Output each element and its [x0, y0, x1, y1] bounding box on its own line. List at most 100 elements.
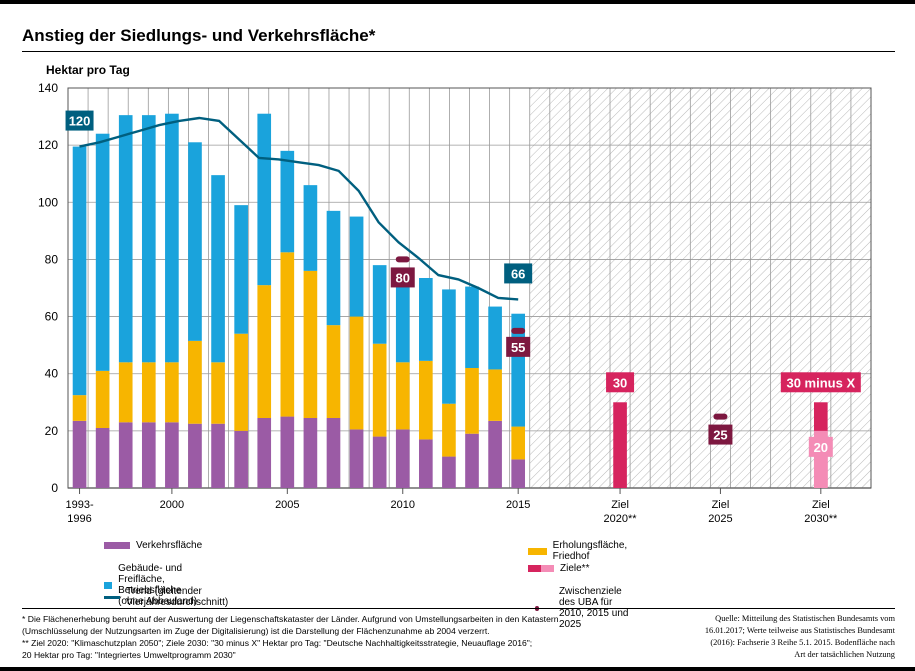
uba-marker	[395, 256, 410, 263]
bar-erholung	[395, 362, 410, 430]
bar-erholung	[326, 325, 341, 418]
footnote-line: 20 Hektar pro Tag: "Integriertes Umweltp…	[22, 650, 236, 660]
bar-erholung	[165, 362, 179, 423]
bar-verkehr	[234, 430, 248, 488]
bar-verkehr	[72, 420, 87, 488]
uba-label: 55	[511, 340, 525, 355]
y-tick-label: 40	[45, 367, 59, 381]
bar-erholung	[72, 395, 87, 421]
uba-label-box	[708, 424, 733, 445]
bar-gebaeude	[442, 289, 456, 404]
source-line: Art der tatsächlichen Nutzung	[794, 650, 895, 659]
bar-erholung	[257, 285, 272, 418]
bar-gebaeude	[419, 278, 433, 361]
trend-label: 120	[69, 114, 91, 129]
target-label-box	[780, 372, 861, 393]
source-note: Quelle: Mitteilung des Statistischen Bun…	[635, 613, 895, 661]
bar-verkehr	[488, 420, 502, 488]
bar-verkehr	[280, 416, 295, 488]
legend-label-uba: Zwischenziele des UBA für 2010, 2015 und…	[558, 586, 629, 630]
footnote-line: (Umschlüsselung der Nutzungsarten im Zug…	[22, 626, 490, 636]
source-line: 16.01.2017; Werte teilweise aus Statisti…	[704, 626, 895, 635]
bar-verkehr	[326, 418, 341, 488]
source-line: (2016): Fachserie 3 Reihe 5.1. 2015. Bod…	[710, 638, 895, 647]
footnote-line: ** Ziel 2020: "Klimaschutzplan 2050"; Zi…	[22, 638, 533, 648]
bar-gebaeude	[141, 115, 156, 363]
bar-verkehr	[395, 429, 410, 488]
bar-gebaeude	[72, 146, 87, 396]
legend-swatch-verkehr	[104, 542, 130, 549]
legend-item-trend: Trend (gleitender Vierjahresdurchschnitt…	[104, 586, 238, 608]
bar-gebaeude	[211, 175, 225, 363]
legend-item-verkehr: Verkehrsfläche	[104, 540, 202, 551]
legend-item-gebaeude: Gebäude- und Freifläche, Betriebsfläche …	[104, 563, 199, 607]
bar-erholung	[211, 362, 225, 424]
bar-verkehr	[419, 439, 433, 488]
x-tick-label: 2015	[506, 499, 530, 511]
x-tick-label-line2: 2020**	[604, 513, 638, 525]
uba-label: 80	[396, 270, 410, 285]
bar-verkehr	[141, 422, 156, 488]
x-tick-label: Ziel	[611, 499, 629, 511]
legend-swatch-gebaeude	[104, 581, 113, 589]
bar-gebaeude	[234, 205, 248, 334]
bar-gebaeude	[303, 185, 318, 271]
x-tick-label-line2: 2030**	[804, 513, 838, 525]
bar-verkehr	[257, 418, 272, 488]
chart-svg: 120 66 30 30 minus X 20 80 55 25 0 20 40 60 80 100 1…	[38, 81, 872, 525]
bar-verkehr	[165, 422, 179, 488]
bar-erholung	[419, 360, 433, 440]
bar-gebaeude	[488, 306, 502, 370]
bar-erholung	[188, 340, 202, 424]
bar-erholung	[280, 252, 295, 417]
footnote-line: * Die Flächenerhebung beruht auf der Aus…	[22, 614, 559, 624]
footnote: * Die Flächenerhebung beruht auf der Aus…	[22, 613, 602, 661]
y-tick-label: 140	[38, 81, 58, 95]
bar-gebaeude	[326, 210, 341, 326]
legend-swatch-trend	[104, 595, 121, 599]
y-tick-label: 100	[38, 195, 58, 209]
bar-gebaeude	[349, 216, 364, 317]
legend-item-erholung: Erholungsfläche, Friedhof	[528, 540, 635, 562]
x-tick-label: 2010	[391, 499, 415, 511]
bar-verkehr	[118, 422, 133, 488]
bar-erholung	[349, 316, 364, 430]
x-tick-label: 2005	[275, 499, 299, 511]
target-label: 30 minus X	[786, 375, 855, 390]
source-line: Quelle: Mitteilung des Statistischen Bun…	[715, 614, 895, 623]
bar-erholung	[141, 362, 156, 423]
x-tick-label: Ziel	[712, 499, 730, 511]
bottom-border	[0, 667, 915, 671]
y-tick-label: 0	[51, 481, 58, 495]
x-tick-label-line2: 1996	[67, 513, 91, 525]
y-tick-label: 80	[45, 252, 59, 266]
bar-verkehr	[372, 436, 387, 488]
x-tick-label-line2: 2025	[708, 513, 732, 525]
bar-gebaeude	[372, 265, 387, 344]
chart-title: Anstieg der Siedlungs- und Verkehrsfläch…	[22, 26, 376, 45]
bar-erholung	[488, 369, 502, 421]
bar-erholung	[442, 403, 456, 457]
uba-marker	[713, 413, 728, 420]
title-rule	[22, 51, 895, 52]
bar-gebaeude	[118, 115, 133, 363]
uba-label: 25	[713, 428, 727, 443]
top-border	[0, 0, 915, 4]
bar-verkehr	[349, 429, 364, 488]
uba-label-box	[390, 267, 415, 288]
bar-verkehr	[211, 423, 225, 488]
bar-gebaeude	[188, 142, 202, 341]
bar-erholung	[372, 343, 387, 437]
bar-verkehr	[303, 418, 318, 488]
legend-item-ziele: Ziele**	[528, 563, 589, 574]
bar-gebaeude	[395, 276, 410, 363]
y-tick-label: 20	[45, 424, 59, 438]
bar-gebaeude	[465, 286, 479, 368]
trend-label-box	[504, 263, 533, 284]
bar-gebaeude	[95, 133, 110, 371]
target-label-light: 20	[814, 440, 828, 455]
y-axis-label: Hektar pro Tag	[46, 63, 130, 77]
bar-erholung	[511, 426, 526, 460]
legend-label-ziele: Ziele**	[560, 563, 590, 574]
bar-erholung	[465, 368, 479, 434]
